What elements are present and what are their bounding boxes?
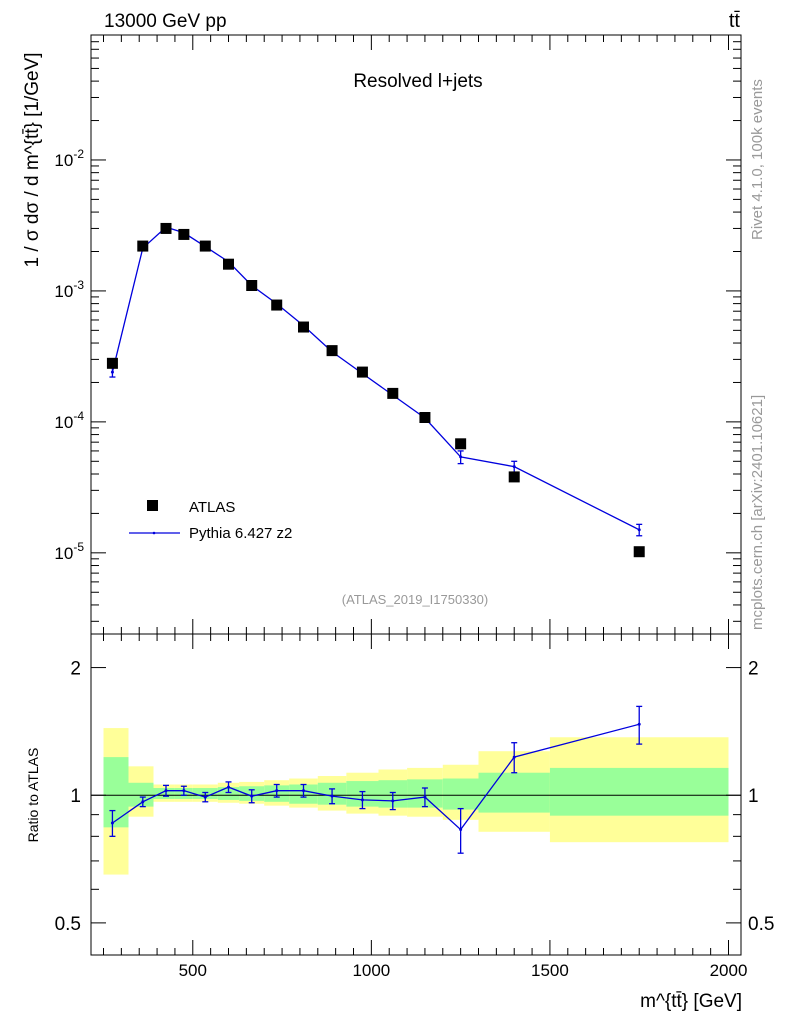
atlas-point (246, 280, 258, 292)
ratio-y-axis-label: Ratio to ATLAS (25, 748, 41, 843)
inner-band (549, 767, 729, 816)
ratio-line (112, 723, 640, 831)
atlas-point (633, 546, 645, 558)
atlas-point (298, 321, 309, 333)
process-label: tt̄ (729, 10, 741, 32)
ratio-axis-ticks (91, 634, 741, 955)
x-tick-label: 2000 (710, 961, 748, 980)
inner-band (153, 788, 175, 799)
inner-band (217, 787, 240, 800)
mc-point (459, 455, 463, 459)
ratio-y-tick-labels: 0.5 0.5 1 1 2 2 (55, 659, 775, 935)
legend-atlas-marker (147, 500, 158, 511)
y-tick-label: 10-3 (54, 278, 84, 301)
ratio-point (459, 828, 463, 832)
atlas-point (223, 258, 234, 270)
legend-atlas-label: ATLAS (189, 499, 235, 516)
ratio-point (164, 789, 168, 793)
main-y-tick-labels: 10-2 10-3 10-4 10-5 (54, 147, 84, 563)
ratio-point (227, 785, 230, 789)
ratio-y-tick-label: 0.5 (55, 914, 81, 935)
inner-band (478, 772, 550, 813)
main-title: Resolved l+jets (353, 71, 482, 92)
x-axis-label: m^{tt̄} [GeV] (640, 991, 742, 1012)
x-tick-labels: 500 1000 1500 2000 (179, 961, 748, 980)
atlas-point (106, 357, 118, 369)
ratio-point (423, 795, 427, 799)
atlas-point (419, 412, 431, 424)
atlas-point (137, 240, 149, 252)
y-tick-label: 10-2 (54, 147, 84, 170)
ratio-point (302, 789, 305, 793)
ratio-point (203, 795, 207, 799)
legend-mc-label: Pythia 6.427 z2 (189, 525, 292, 542)
ratio-point (360, 798, 364, 802)
ratio-point (275, 789, 279, 793)
y-tick-label: 10-5 (54, 540, 84, 563)
ratio-y-tick-label: 2 (70, 659, 81, 680)
main-axis-ticks (91, 34, 741, 634)
ratio-series (109, 705, 643, 854)
atlas-point (199, 240, 211, 252)
atlas-point (455, 438, 467, 450)
atlas-point (387, 387, 399, 399)
atlas-point (356, 366, 368, 378)
ratio-point (141, 800, 145, 804)
ratio-point (330, 794, 334, 798)
analysis-id: (ATLAS_2019_I1750330) (342, 592, 488, 607)
legend: ATLAS Pythia 6.427 z2 (129, 499, 292, 542)
ratio-y-tick-label-right: 0.5 (748, 914, 774, 935)
mc-point (637, 528, 641, 532)
atlas-point (160, 222, 172, 234)
mc-line (111, 226, 640, 531)
ratio-point (250, 794, 254, 798)
atlas-point (326, 345, 338, 357)
mcplots-source-label: mcplots.cern.ch [arXiv:2401.10621] (749, 395, 766, 630)
x-tick-label: 500 (179, 961, 207, 980)
ratio-point (637, 722, 641, 726)
rivet-version-label: Rivet 4.1.0, 100k events (749, 79, 766, 240)
main-panel: Resolved l+jets (ATLAS_2019_I1750330) 10… (22, 34, 742, 635)
y-tick-label: 10-4 (54, 409, 84, 432)
atlas-point (271, 299, 283, 311)
atlas-point (508, 471, 520, 483)
ratio-panel: 0.5 0.5 1 1 2 2 Ratio to ATLAS 500 1000 1500 200… (25, 633, 775, 1012)
ratio-point (512, 755, 516, 759)
mc-point (512, 465, 516, 469)
mc-series (109, 224, 643, 537)
main-frame (90, 34, 742, 635)
inner-band (442, 778, 479, 810)
main-y-axis-label: 1 / σ dσ / d m^{tt̄} [1/GeV] (22, 52, 43, 267)
ratio-uncertainty-bands (91, 728, 741, 875)
ratio-frame (90, 633, 742, 956)
atlas-point (178, 228, 190, 240)
energy-label: 13000 GeV pp (104, 11, 227, 32)
x-tick-label: 1000 (352, 961, 390, 980)
ratio-y-tick-label: 1 (70, 786, 81, 807)
ratio-point (391, 799, 395, 803)
legend-mc-marker (152, 531, 156, 535)
ratio-point (110, 821, 114, 825)
mc-point (110, 370, 114, 374)
inner-band (103, 757, 129, 828)
x-tick-label: 1500 (531, 961, 569, 980)
atlas-series (106, 222, 645, 558)
ratio-y-tick-label-right: 1 (748, 786, 759, 807)
ratio-y-tick-label-right: 2 (748, 659, 759, 680)
ratio-point (182, 789, 186, 793)
inner-band (128, 782, 154, 807)
